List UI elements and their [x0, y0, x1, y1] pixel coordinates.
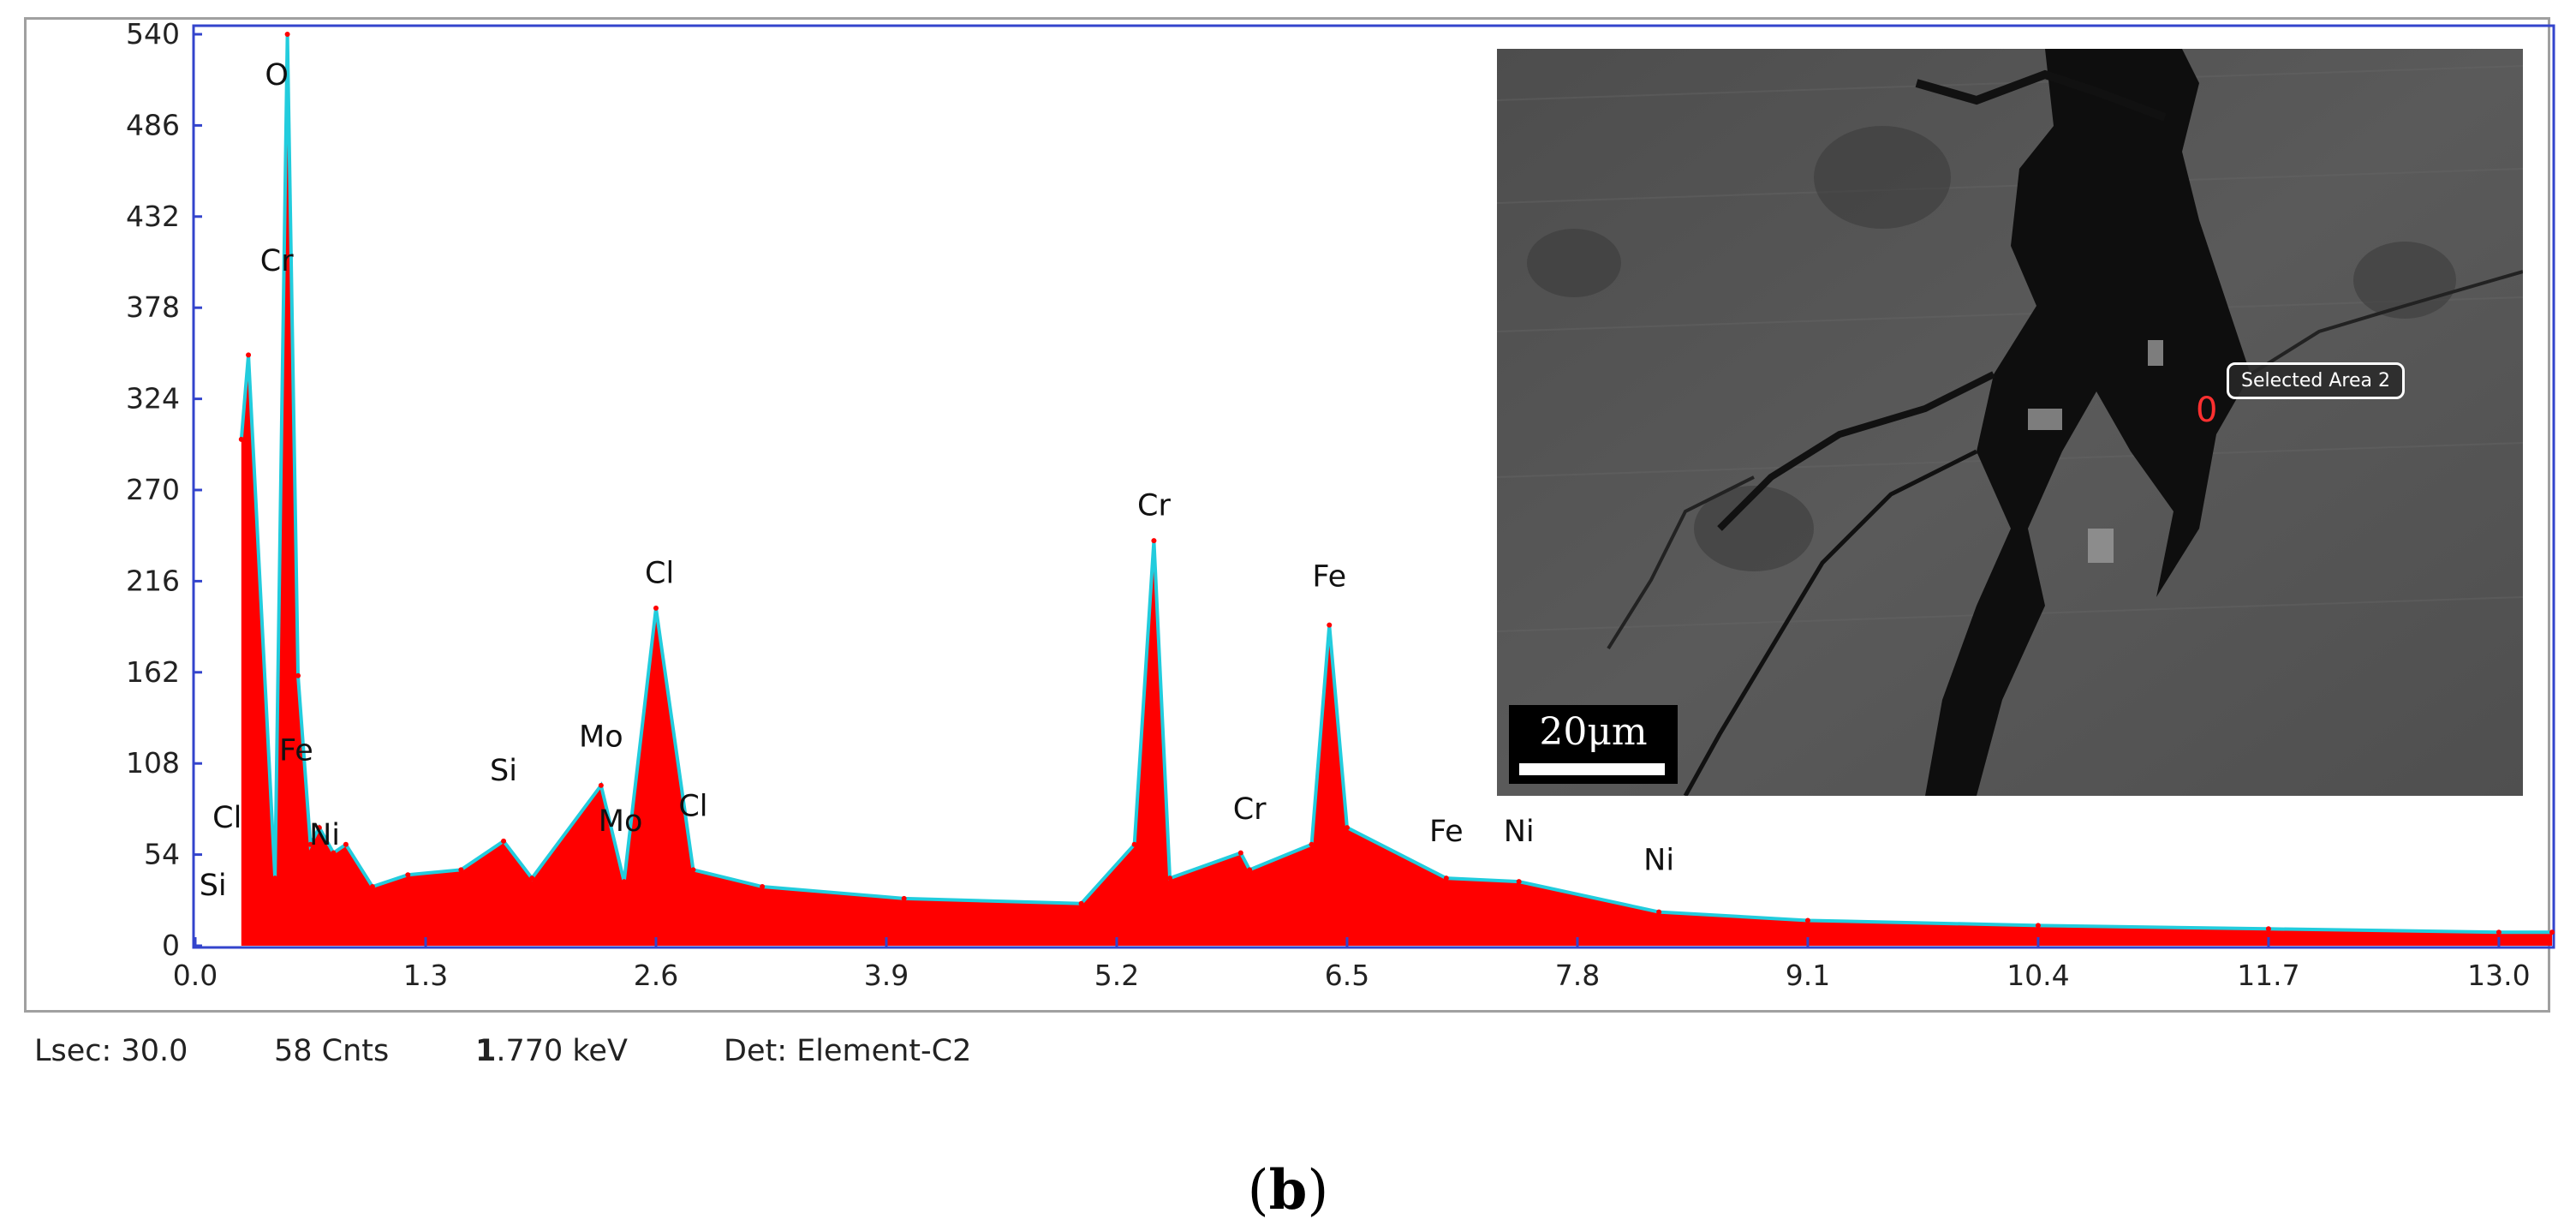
- cursor-energy: 1.770 keV: [475, 1034, 628, 1068]
- selected-area-label: Selected Area 2: [2227, 362, 2405, 399]
- spectrum-point: [405, 872, 411, 878]
- y-axis-ticks: 0 54 108 162 216 270 324 378 432 486 540: [126, 17, 202, 962]
- peak-label: Fe: [1312, 559, 1346, 594]
- peak-label: Ni: [309, 818, 340, 852]
- x-tick-label: 11.7: [2237, 959, 2299, 992]
- peak-label: Cr: [1233, 792, 1267, 827]
- x-tick-label: 7.8: [1555, 959, 1600, 992]
- spectrum-point: [690, 867, 696, 873]
- x-tick-label: 5.2: [1094, 959, 1139, 992]
- y-tick-label: 378: [126, 290, 180, 324]
- spectrum-point: [1327, 622, 1333, 628]
- y-tick-label: 162: [126, 655, 180, 689]
- y-tick-label: 324: [126, 382, 180, 415]
- spectrum-point: [529, 875, 535, 881]
- spectrum-point: [284, 32, 290, 37]
- y-tick-label: 0: [162, 929, 180, 962]
- spectrum-point: [295, 672, 301, 678]
- y-tick-label: 270: [126, 473, 180, 506]
- plot-area-border: [192, 24, 2555, 949]
- y-tick-label: 216: [126, 564, 180, 597]
- peak-label: Si: [490, 754, 517, 788]
- y-tick-label: 486: [126, 108, 180, 141]
- spectrum-point: [458, 867, 464, 873]
- scale-bar-label: 20μm: [1539, 710, 1648, 754]
- spectrum-point: [1131, 841, 1137, 847]
- spectrum-point: [1804, 917, 1810, 923]
- y-tick-label: 54: [144, 838, 180, 871]
- y-tick-label: 432: [126, 200, 180, 233]
- peak-label: Si: [200, 869, 227, 903]
- spectrum-point: [2496, 929, 2501, 935]
- peak-label: Cl: [645, 556, 674, 590]
- spectrum-point: [1309, 841, 1315, 847]
- spectrum-layer: [238, 32, 2555, 946]
- peak-label: Ni: [1504, 815, 1535, 849]
- peak-label: Mo: [579, 720, 623, 754]
- spectrum-point: [316, 825, 322, 831]
- spectrum-point: [598, 782, 604, 788]
- caption-close: ): [1307, 1159, 1329, 1222]
- spectrum-point: [621, 879, 627, 885]
- peak-label: Cl: [678, 789, 707, 823]
- spectrum-point: [760, 884, 766, 890]
- x-tick-label: 10.4: [2007, 959, 2069, 992]
- x-tick-label: 6.5: [1325, 959, 1369, 992]
- x-tick-label: 2.6: [634, 959, 678, 992]
- live-seconds: Lsec: 30.0: [34, 1034, 188, 1068]
- spectrum-point: [343, 841, 349, 847]
- x-axis-ticks: 0.0 1.3 2.6 3.9 5.2 6.5 7.8 9.1 10.4 11.7 13.0: [173, 937, 2531, 992]
- spectrum-point: [307, 841, 313, 847]
- spectrum-point: [2035, 923, 2041, 929]
- caption-letter: b: [1268, 1158, 1308, 1222]
- spectrum-point: [331, 850, 337, 856]
- x-tick-label: 9.1: [1786, 959, 1830, 992]
- x-tick-label: 1.3: [403, 959, 448, 992]
- y-tick-label: 540: [126, 17, 180, 51]
- peak-label: O: [265, 58, 289, 93]
- chart-frame: [24, 17, 2550, 1013]
- peak-label: Ni: [1643, 843, 1674, 877]
- spectrum-point: [246, 352, 252, 358]
- peak-label: Cl: [212, 801, 242, 835]
- x-tick-label: 3.9: [864, 959, 909, 992]
- spectrum-point: [1151, 538, 1157, 544]
- spectrum-point: [2265, 926, 2271, 932]
- scale-bar-line: [1519, 763, 1665, 775]
- spectrum-point: [369, 884, 375, 890]
- spectrum-point: [1344, 825, 1350, 831]
- spectrum-point: [901, 895, 907, 901]
- spectrum-point: [653, 605, 659, 611]
- spectrum-point: [2549, 929, 2555, 935]
- spectrum-point: [1516, 879, 1522, 885]
- peak-label: Fe: [279, 733, 313, 768]
- cursor-energy-rest: .770 keV: [496, 1034, 628, 1068]
- spectrum-point: [238, 436, 244, 442]
- peak-label: Cr: [1137, 489, 1171, 523]
- peak-label: Fe: [1429, 815, 1464, 849]
- figure-caption: (b): [0, 1158, 2576, 1222]
- spectrum-point: [501, 838, 507, 844]
- spectrum-point: [1078, 900, 1084, 906]
- spectrum-point: [1656, 909, 1662, 915]
- x-tick-label: 0.0: [173, 959, 218, 992]
- cursor-energy-bold: 1: [475, 1034, 497, 1068]
- x-tick-label: 13.0: [2467, 959, 2530, 992]
- cursor-counts: 58 Cnts: [274, 1034, 390, 1068]
- selected-area-marker: 0: [2196, 391, 2218, 430]
- peak-label: Cr: [260, 244, 294, 278]
- spectrum-point: [1247, 867, 1253, 873]
- sem-micrograph: [1497, 49, 2523, 796]
- spectrum-point: [1443, 875, 1449, 881]
- scale-bar: 20μm: [1509, 705, 1678, 784]
- detector-label: Det: Element-C2: [724, 1034, 972, 1068]
- caption-open: (: [1247, 1159, 1269, 1222]
- y-tick-label: 108: [126, 746, 180, 780]
- spectrum-point: [272, 875, 278, 881]
- spectrum-point: [1237, 850, 1243, 856]
- peak-label: Mo: [599, 804, 643, 839]
- peak-labels: Si Cl O Cr Fe Ni Si Mo Mo Cl Cl Cr Cr Fe Fe Ni Ni: [200, 58, 1674, 903]
- spectrum-point: [1167, 875, 1173, 881]
